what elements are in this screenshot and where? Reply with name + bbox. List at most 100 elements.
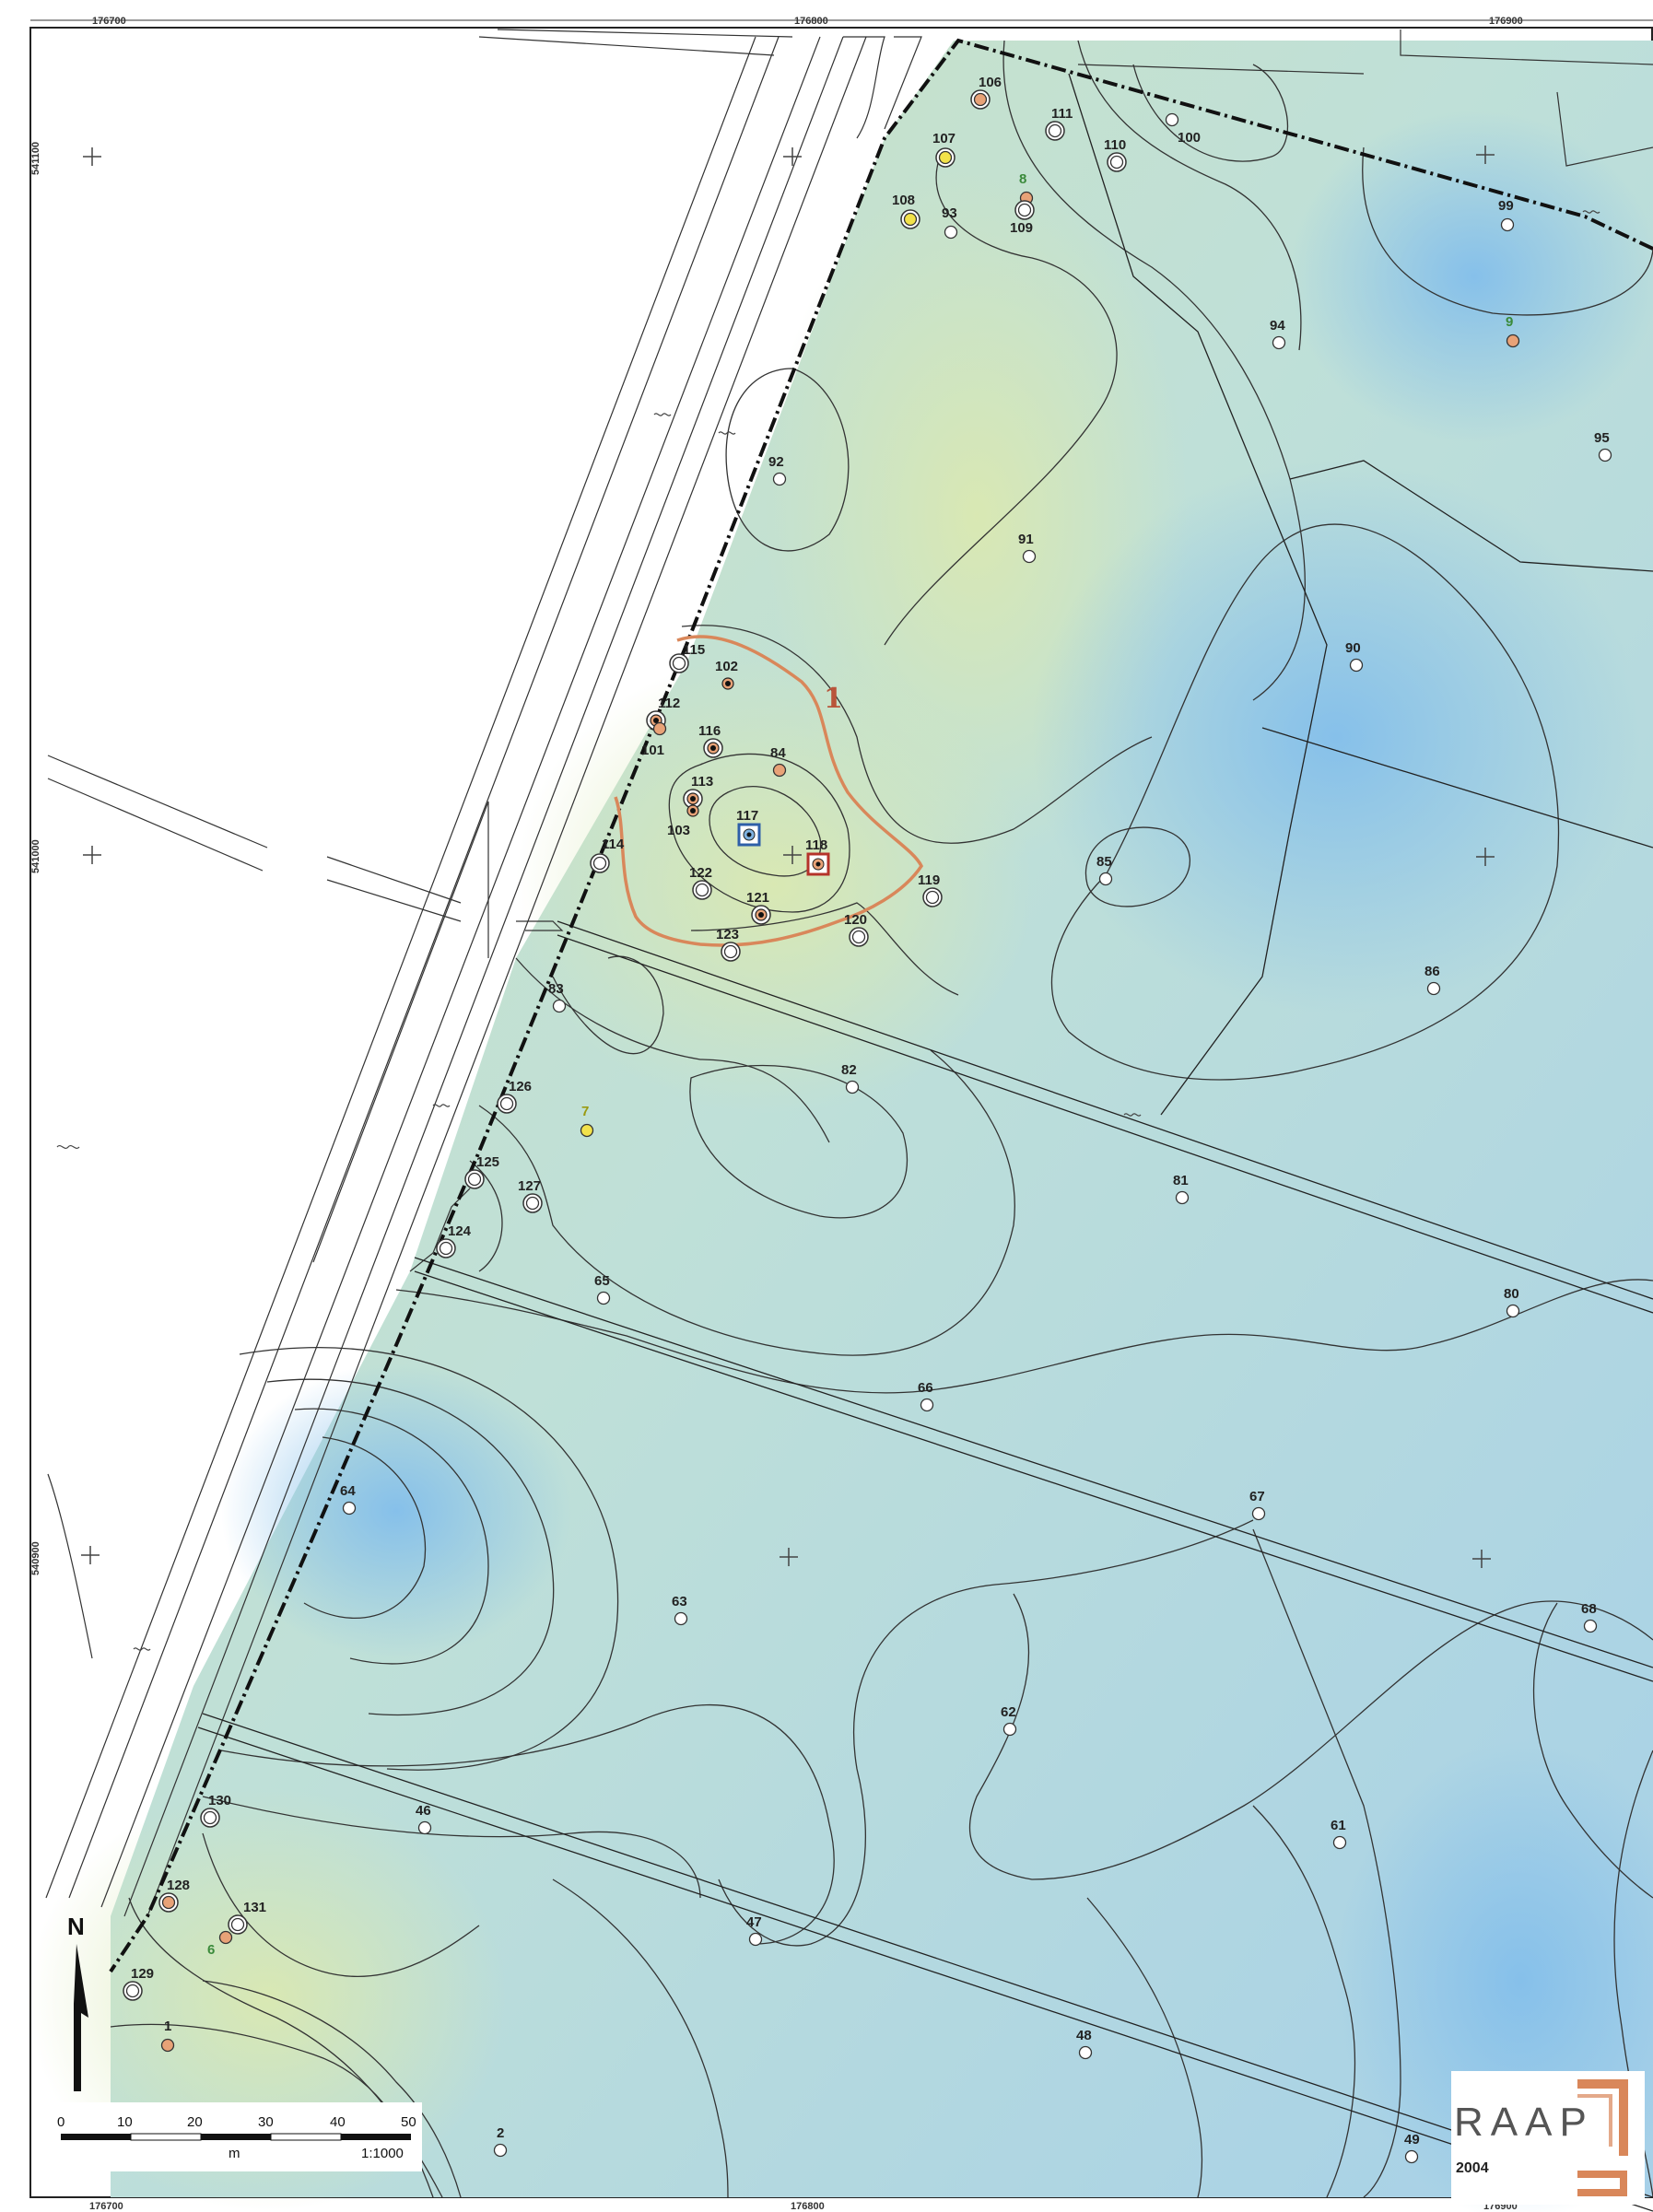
survey-point-48: 48 (1076, 2028, 1093, 2060)
survey-point-label: 111 (1051, 106, 1073, 122)
north-arrow-icon (74, 1944, 88, 2091)
survey-point-label: 114 (602, 837, 625, 852)
survey-point-label: 112 (658, 696, 680, 711)
logo-year: 2004 (1456, 2160, 1489, 2176)
survey-point-99: 99 (1498, 198, 1515, 232)
survey-point-marker (1426, 981, 1441, 996)
survey-point-marker (590, 853, 610, 873)
survey-point-marker (1022, 549, 1037, 564)
survey-point-marker (1098, 872, 1113, 886)
survey-point-label: 127 (518, 1178, 541, 1194)
survey-point-label: 61 (1331, 1818, 1346, 1833)
survey-point-62: 62 (1001, 1704, 1017, 1737)
survey-point-label: 2 (497, 2125, 504, 2141)
survey-point-label: 118 (805, 837, 827, 853)
survey-point-marker (1165, 112, 1179, 127)
survey-point-marker (922, 887, 943, 907)
survey-point-marker (1506, 1304, 1520, 1318)
survey-point-marker (1107, 152, 1127, 172)
survey-point-marker (772, 763, 787, 778)
survey-point-label: 49 (1404, 2132, 1420, 2148)
survey-point-marker (1272, 335, 1286, 350)
survey-point-91: 91 (1018, 532, 1037, 564)
grid-crosses (81, 146, 1495, 1568)
survey-point-86: 86 (1424, 964, 1441, 996)
survey-point-114: 114 (590, 837, 625, 873)
survey-point-marker (970, 89, 991, 110)
scale-tick-20: 20 (187, 2114, 203, 2130)
survey-point-label: 113 (691, 774, 713, 790)
survey-point-marker (436, 1238, 456, 1258)
survey-point-label: 6 (207, 1942, 215, 1958)
survey-point-marker (935, 147, 955, 168)
survey-point-marker (1598, 448, 1612, 462)
survey-point-109: 109 (1010, 200, 1035, 236)
survey-point-64: 64 (340, 1483, 357, 1516)
survey-point-label: 68 (1581, 1601, 1597, 1617)
survey-point-marker (522, 1193, 543, 1213)
survey-point-label: 129 (131, 1966, 154, 1982)
survey-point-marker (772, 472, 787, 486)
survey-point-49: 49 (1404, 2132, 1420, 2164)
survey-point-label: 117 (736, 808, 758, 824)
survey-point-129: 129 (123, 1966, 154, 2001)
survey-point-marker (686, 804, 699, 817)
survey-point-label: 108 (892, 193, 915, 208)
survey-point-106: 106 (970, 75, 1002, 110)
grid-label-left-3: 540900 (30, 1541, 41, 1575)
survey-point-65: 65 (594, 1273, 611, 1305)
survey-point-82: 82 (841, 1062, 860, 1094)
survey-point-label: 83 (548, 981, 564, 997)
survey-point-marker (1251, 1506, 1266, 1521)
survey-point-marker (200, 1808, 220, 1828)
grid-label-bottom-1: 176700 (89, 2201, 123, 2212)
survey-point-marker (1014, 200, 1035, 220)
survey-point-label: 102 (715, 659, 738, 674)
survey-point-marker (1506, 334, 1520, 348)
survey-point-label: 84 (770, 745, 786, 761)
survey-point-103: 103 (667, 804, 699, 838)
survey-point-marker (1404, 2149, 1419, 2164)
survey-point-label: 63 (672, 1594, 687, 1609)
survey-point-127: 127 (518, 1178, 543, 1213)
survey-point-label: 124 (448, 1223, 472, 1239)
survey-point-label: 92 (768, 454, 784, 470)
ditch-lines (197, 73, 1653, 2212)
survey-point-108: 108 (892, 193, 920, 229)
survey-point-128: 128 (158, 1878, 190, 1913)
survey-point-90: 90 (1345, 640, 1364, 673)
survey-point-110: 110 (1104, 137, 1127, 172)
survey-point-marker (1349, 658, 1364, 673)
survey-point-marker (737, 823, 761, 847)
grid-label-left-2: 541000 (30, 839, 41, 873)
survey-point-marker (845, 1080, 860, 1094)
survey-point-label: 47 (746, 1914, 762, 1930)
survey-point-100: 100 (1165, 112, 1201, 146)
survey-point-marker (920, 1398, 934, 1412)
survey-point-label: 128 (167, 1878, 190, 1893)
north-label: N (67, 1913, 85, 1940)
survey-point-label: 103 (667, 823, 690, 838)
survey-point-marker (1332, 1835, 1347, 1850)
survey-point-label: 80 (1504, 1286, 1519, 1302)
scale-bar: 0 10 20 30 40 50 m 1:1000 (53, 2102, 422, 2171)
scale-tick-40: 40 (330, 2114, 346, 2130)
survey-point-marker (674, 1611, 688, 1626)
survey-point-47: 47 (746, 1914, 763, 1947)
survey-point-label: 106 (979, 75, 1002, 90)
survey-point-93: 93 (942, 205, 958, 240)
survey-point-marker (721, 677, 734, 690)
survey-point-marker (493, 2143, 508, 2158)
survey-point-marker (464, 1169, 485, 1189)
survey-point-131: 131 (228, 1900, 266, 1935)
low-ground-northeast (1290, 111, 1653, 442)
survey-point-marker (806, 852, 830, 876)
survey-point-label: 99 (1498, 198, 1514, 214)
survey-point-84: 84 (770, 745, 787, 778)
survey-boundary (109, 38, 1653, 1973)
survey-point-marker (342, 1501, 357, 1516)
survey-point-label: 86 (1424, 964, 1440, 979)
survey-point-123: 123 (716, 927, 741, 962)
